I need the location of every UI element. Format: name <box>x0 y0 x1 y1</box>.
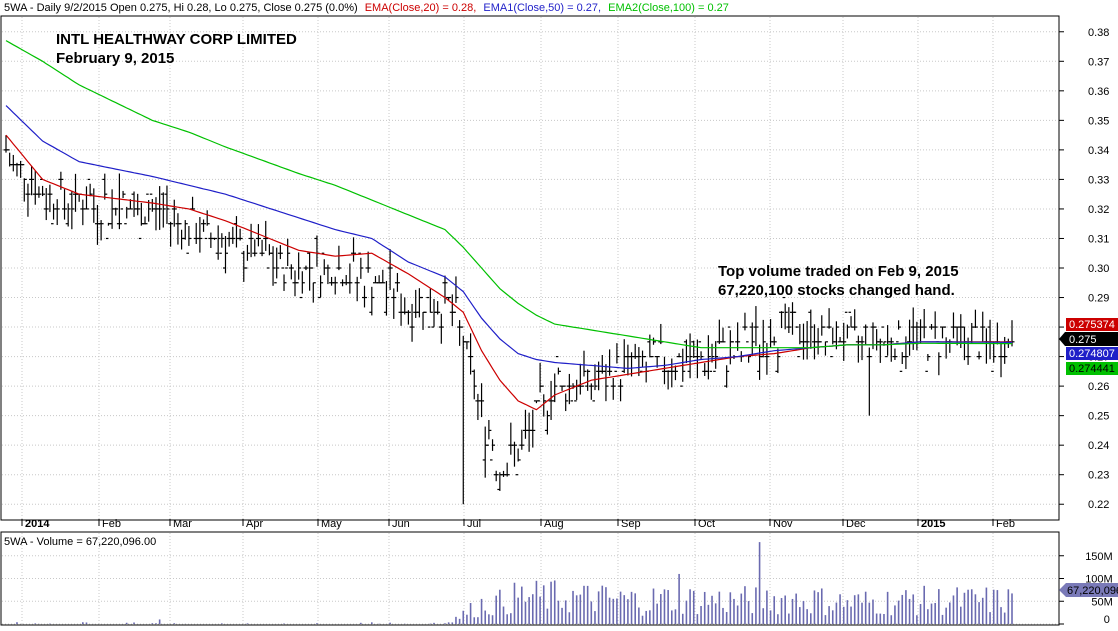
header-ema20: EMA(Close,20) = 0.28, <box>365 2 477 14</box>
price-tick-label: 0.25 <box>1088 411 1109 423</box>
volume-axis: 0 50M 100M 150M <box>1059 551 1113 626</box>
price-tick-label: 0.30 <box>1088 263 1109 275</box>
price-tick-label: 0.24 <box>1088 440 1109 452</box>
ema-lines <box>5 40 1012 411</box>
price-tick-label: 0.29 <box>1088 293 1109 305</box>
date-axis: 2014 Feb Mar Apr May Jun Jul Aug Sep Oct Nov Dec 201… <box>21 518 1015 530</box>
tag-volume: 67,220,096 <box>1059 583 1118 597</box>
price-tick-label: 0.35 <box>1088 115 1109 127</box>
tag-ema20-text: 0.275374 <box>1069 319 1115 331</box>
price-bars <box>3 135 1015 505</box>
date-tick-label: 2014 <box>25 518 50 530</box>
price-tick-label: 0.22 <box>1088 499 1109 511</box>
date-tick-label: May <box>321 518 342 530</box>
tag-ema100: 0.274441 <box>1066 362 1118 375</box>
tag-ema50: 0.274807 <box>1066 347 1118 360</box>
price-tick-label: 0.38 <box>1088 27 1109 39</box>
price-tick-label: 0.37 <box>1088 56 1109 68</box>
date-tick-label: Nov <box>773 518 793 530</box>
tag-ema50-box <box>1066 347 1118 360</box>
volume-header: 5WA - Volume = 67,220,096.00 <box>4 536 156 548</box>
date-tick-label: Aug <box>544 518 564 530</box>
volume-grid <box>2 533 1058 625</box>
volume-tick-label: 50M <box>1091 596 1112 608</box>
chart-header: 5WA - Daily 9/2/2015 Open 0.275, Hi 0.28… <box>4 2 729 14</box>
price-tick-label: 0.34 <box>1088 145 1109 157</box>
header-ema50: EMA1(Close,50) = 0.27, <box>483 2 601 14</box>
date-tick-label: Apr <box>246 518 263 530</box>
volume-header-label: Volume = 67,220,096.00 <box>37 536 157 548</box>
ema100-line <box>5 40 1012 349</box>
header-ema100: EMA2(Close,100) = 0.27 <box>608 2 729 14</box>
date-tick-label: 2015 <box>921 518 945 530</box>
tag-ema20: 0.275374 <box>1066 318 1118 331</box>
volume-note-line2: 67,220,100 stocks changed hand. <box>718 282 955 299</box>
date-tick-label: Dec <box>846 518 866 530</box>
date-tick-label: Oct <box>698 518 715 530</box>
price-tick-label: 0.32 <box>1088 204 1109 216</box>
tag-ema100-box <box>1066 362 1118 375</box>
volume-bars <box>16 542 1013 624</box>
tag-ema50-text: 0.274807 <box>1069 348 1115 360</box>
date-tick-label: Feb <box>996 518 1015 530</box>
volume-header-prefix: 5WA - <box>4 536 37 548</box>
date-tick-label: Jun <box>392 518 410 530</box>
company-title: INTL HEALTHWAY CORP LIMITED <box>56 31 297 48</box>
date-tick-label: Mar <box>173 518 192 530</box>
tag-close-box <box>1059 332 1118 346</box>
chart-date: February 9, 2015 <box>56 50 174 67</box>
price-tick-label: 0.26 <box>1088 381 1109 393</box>
price-tick-label: 0.31 <box>1088 233 1109 245</box>
volume-tick-label: 0 <box>1104 614 1110 626</box>
header-prefix: 5WA - Daily 9/2/2015 Open 0.275, Hi 0.28… <box>4 2 358 14</box>
tag-close: 0.275 <box>1059 332 1118 346</box>
date-tick-label: Feb <box>102 518 121 530</box>
tag-close-text: 0.275 <box>1069 334 1097 346</box>
price-tick-label: 0.36 <box>1088 86 1109 98</box>
tag-volume-text: 67,220,096 <box>1067 585 1118 597</box>
tag-ema100-text: 0.274441 <box>1069 363 1115 375</box>
price-axis: 0.220.230.240.250.260.270.280.290.300.31… <box>1059 27 1109 511</box>
tag-volume-box <box>1059 583 1118 597</box>
date-tick-label: Sep <box>621 518 641 530</box>
volume-tick-label: 150M <box>1085 551 1113 563</box>
price-tick-label: 0.23 <box>1088 470 1109 482</box>
volume-tick-label: 100M <box>1085 574 1113 586</box>
price-tick-label: 0.33 <box>1088 174 1109 186</box>
date-tick-label: Jul <box>467 518 481 530</box>
ema50-line <box>5 105 1012 370</box>
tag-ema20-box <box>1066 318 1118 331</box>
volume-note-line1: Top volume traded on Feb 9, 2015 <box>718 263 959 280</box>
